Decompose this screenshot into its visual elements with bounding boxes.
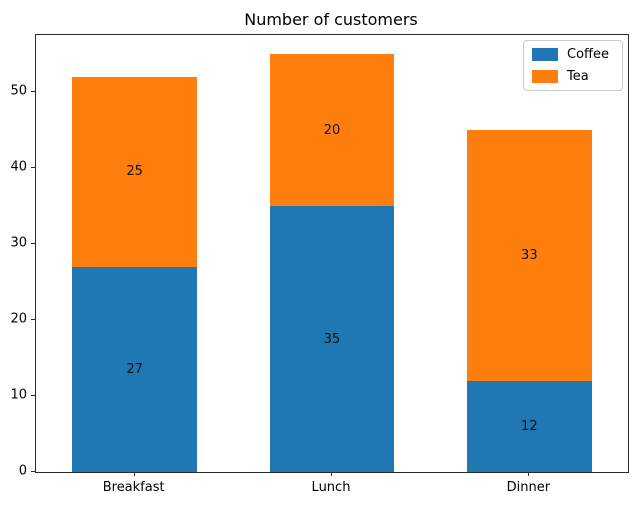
x-tick-label: Dinner bbox=[506, 480, 551, 495]
legend-swatch bbox=[532, 70, 559, 83]
x-tick-mark bbox=[133, 472, 135, 476]
x-tick-mark bbox=[528, 472, 530, 476]
y-tick-label: 50 bbox=[10, 83, 27, 99]
x-tick-label: Lunch bbox=[311, 480, 351, 495]
y-tick-mark bbox=[31, 471, 35, 472]
y-tick-label: 10 bbox=[10, 387, 27, 403]
bar-segment: 12 bbox=[466, 380, 592, 472]
x-tick-label: Breakfast bbox=[102, 480, 165, 495]
legend-swatch bbox=[532, 48, 559, 61]
chart-title: Number of customers bbox=[244, 10, 418, 29]
bar-value-label: 12 bbox=[521, 418, 538, 434]
x-tick-mark bbox=[331, 472, 332, 476]
bar-value-label: 35 bbox=[323, 331, 341, 347]
bar-value-label: 25 bbox=[126, 164, 143, 180]
bar-segment: 27 bbox=[72, 266, 198, 472]
bar-value-label: 33 bbox=[521, 247, 538, 263]
y-tick-label: 20 bbox=[10, 311, 27, 327]
bar-segment: 35 bbox=[269, 206, 395, 472]
legend: Coffee Tea bbox=[523, 40, 623, 91]
y-tick-mark bbox=[31, 243, 35, 244]
bar-value-label: 27 bbox=[126, 361, 143, 377]
plot-area: 27 25 35 20 12 33 Coffee Tea bbox=[35, 34, 629, 473]
bar-value-label: 20 bbox=[323, 122, 341, 138]
legend-label: Tea bbox=[567, 69, 589, 84]
bar-segment: 25 bbox=[72, 76, 198, 267]
y-tick-label: 40 bbox=[10, 159, 27, 175]
legend-item: Tea bbox=[532, 69, 613, 84]
y-tick-mark bbox=[31, 167, 35, 168]
y-tick-mark bbox=[31, 395, 35, 396]
y-tick-label: 0 bbox=[18, 463, 27, 479]
y-tick-mark bbox=[31, 91, 35, 92]
legend-label: Coffee bbox=[567, 47, 609, 62]
legend-item: Coffee bbox=[532, 47, 613, 62]
y-tick-mark bbox=[31, 319, 35, 320]
bar-segment: 20 bbox=[269, 54, 395, 206]
bar-segment: 33 bbox=[466, 130, 592, 381]
y-tick-label: 30 bbox=[10, 235, 27, 251]
